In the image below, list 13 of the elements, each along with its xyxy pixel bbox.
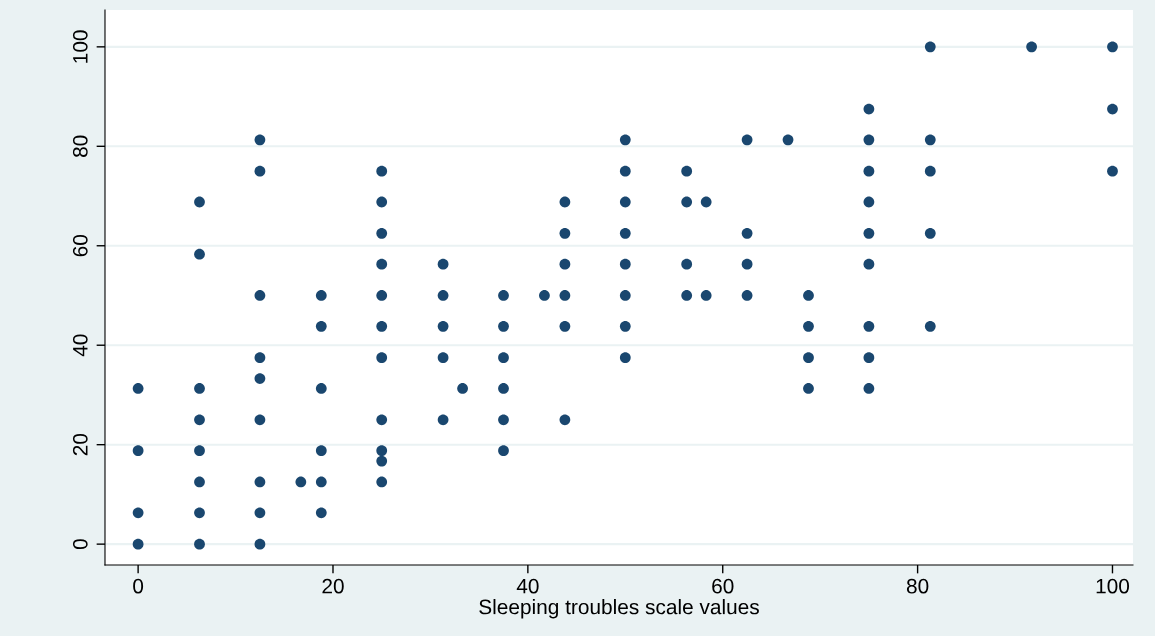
x-axis-title: Sleeping troubles scale values: [479, 599, 759, 619]
x-tick-label: 80: [906, 578, 929, 594]
y-tick-label: 40: [72, 334, 88, 357]
x-tick-label: 60: [712, 578, 734, 594]
x-tick-label: 40: [516, 578, 539, 594]
x-tick-label: 20: [322, 578, 344, 594]
y-tick-label: 60: [72, 234, 88, 257]
y-tick-label: 0: [72, 539, 88, 550]
x-tick-label: 100: [1096, 578, 1130, 594]
y-tick-label: 20: [72, 433, 88, 456]
y-tick-label: 100: [72, 30, 88, 63]
y-tick-label: 80: [72, 135, 88, 157]
x-tick-label: 0: [133, 578, 144, 594]
